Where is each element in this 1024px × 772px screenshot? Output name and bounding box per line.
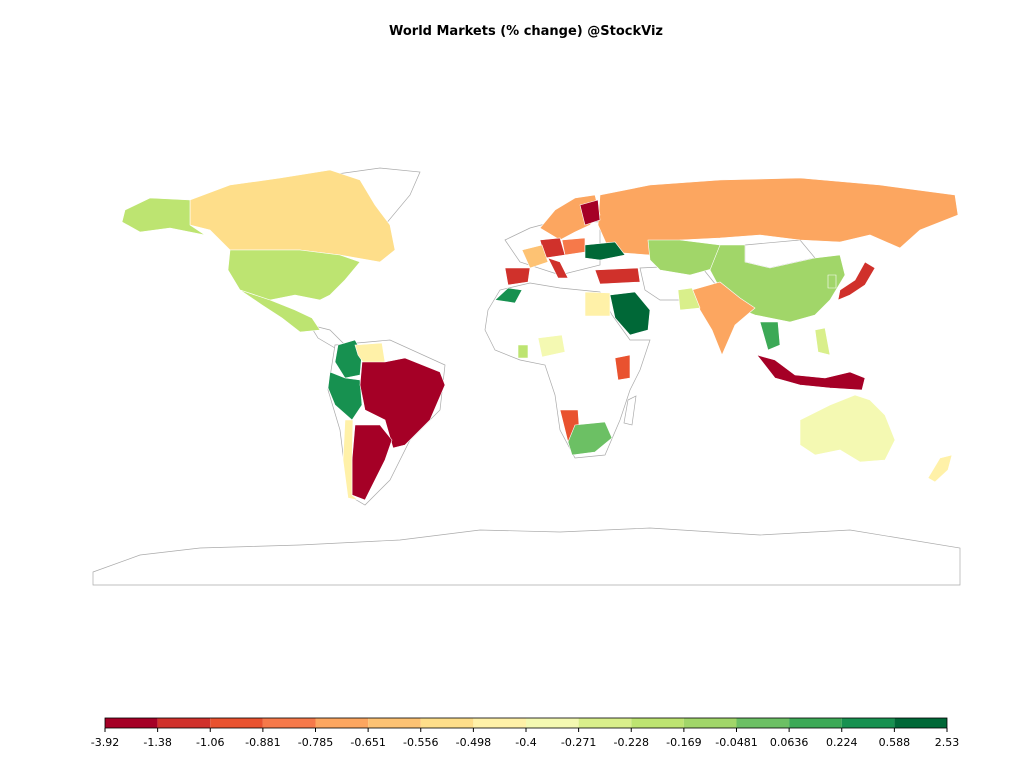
saudi-arabia	[609, 291, 651, 336]
chile	[342, 419, 359, 501]
legend-swatch	[631, 718, 684, 728]
legend-tick-label: 0.224	[826, 736, 858, 749]
canada	[189, 169, 396, 263]
brazil	[359, 357, 446, 449]
korea	[827, 274, 837, 289]
central-europe	[561, 237, 586, 256]
turkey	[594, 267, 641, 285]
japan	[837, 261, 876, 301]
usa	[227, 249, 361, 301]
legend-tick-label: 0.0636	[770, 736, 809, 749]
new-zealand	[927, 454, 953, 483]
pakistan	[677, 287, 701, 311]
legend-swatch	[105, 718, 158, 728]
ghana	[517, 344, 529, 359]
legend-swatch	[420, 718, 474, 728]
chart-title: World Markets (% change) @StockViz	[389, 24, 663, 39]
madagascar	[623, 395, 637, 426]
legend-tick-label: -0.785	[298, 736, 333, 749]
legend-swatch	[210, 718, 263, 728]
italy	[547, 257, 569, 279]
legend-tick-label: -3.92	[91, 736, 119, 749]
philippines	[814, 327, 831, 356]
legend-tick-label: -0.228	[614, 736, 649, 749]
legend-swatch	[526, 718, 579, 728]
legend-swatch	[683, 718, 737, 728]
legend-swatch	[315, 718, 369, 728]
legend-swatch	[368, 718, 421, 728]
legend-tick-label: -0.0481	[715, 736, 757, 749]
africa	[484, 282, 651, 459]
peru	[327, 371, 363, 421]
australia	[799, 394, 896, 463]
thailand	[759, 321, 781, 351]
legend-tick-label: -0.169	[666, 736, 701, 749]
morocco	[494, 287, 523, 304]
legend-swatch	[473, 718, 526, 728]
antarctica	[92, 527, 961, 586]
legend-tick-label: -0.4	[515, 736, 536, 749]
colombia	[334, 339, 363, 379]
legend-tick-label: 0.588	[879, 736, 911, 749]
legend-swatch	[578, 718, 632, 728]
kazakhstan	[647, 239, 721, 276]
france	[521, 244, 549, 269]
legend-tick-label: 2.53	[935, 736, 960, 749]
legend-tick-label: -0.881	[245, 736, 280, 749]
spain	[504, 267, 531, 286]
indonesia	[756, 354, 866, 391]
legend-tick-label: -0.651	[350, 736, 385, 749]
mexico	[239, 289, 321, 333]
kenya	[614, 354, 631, 381]
legend-swatch	[894, 718, 947, 728]
alaska	[121, 197, 206, 236]
ukraine	[584, 241, 626, 261]
poland	[579, 199, 601, 226]
legend: -3.92 -1.38 -1.06 -0.881 -0.785 -0.651 -0.556 -…	[91, 717, 960, 749]
egypt	[584, 291, 611, 317]
legend-tick-label: -0.498	[456, 736, 491, 749]
legend-tick-label: -0.556	[403, 736, 438, 749]
legend-swatch	[157, 718, 211, 728]
legend-swatch	[736, 718, 790, 728]
world-map	[92, 167, 961, 586]
nigeria	[537, 334, 566, 358]
legend-tick-label: -0.271	[561, 736, 596, 749]
legend-tick-label: -1.06	[196, 736, 224, 749]
south-africa	[567, 421, 613, 456]
legend-swatch	[789, 718, 842, 728]
legend-swatch	[841, 718, 895, 728]
legend-swatch	[262, 718, 316, 728]
legend-tick-label: -1.38	[143, 736, 171, 749]
india	[691, 281, 756, 356]
